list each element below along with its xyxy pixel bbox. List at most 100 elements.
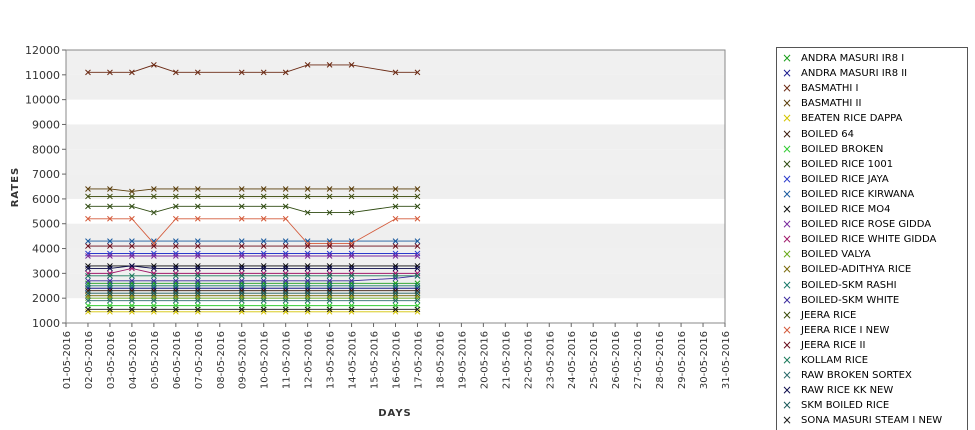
data-point — [260, 287, 267, 294]
data-point — [172, 238, 179, 244]
data-point — [238, 193, 245, 200]
data-point — [392, 287, 399, 294]
data-point — [260, 297, 267, 304]
legend-marker-icon: × — [782, 96, 793, 111]
data-point — [172, 215, 179, 222]
data-point — [85, 295, 91, 302]
data-point — [304, 62, 311, 68]
data-point — [172, 243, 179, 249]
data-point — [238, 280, 245, 287]
data-point — [172, 285, 179, 292]
data-point — [85, 270, 91, 277]
data-point — [260, 253, 267, 259]
legend-item: × BOILED BROKEN — [777, 142, 967, 157]
x-tick-label: 06-05-2016 — [172, 331, 183, 389]
legend-label: BASMATHI II — [801, 98, 862, 110]
series — [85, 253, 421, 259]
data-point — [414, 290, 421, 297]
series — [85, 280, 421, 287]
legend-marker-icon: × — [782, 292, 793, 307]
data-point — [260, 215, 267, 222]
data-point — [282, 295, 289, 302]
data-point — [260, 272, 267, 279]
legend-item: × ANDRA MASURI IR8 II — [777, 66, 967, 81]
series-line — [87, 267, 418, 274]
legend-marker-icon: × — [782, 353, 793, 367]
data-point — [151, 280, 157, 287]
data-point — [85, 243, 91, 249]
x-tick-label: 13-05-2016 — [326, 331, 337, 389]
data-point — [238, 306, 245, 313]
data-point — [326, 297, 333, 304]
legend-label: BOILED RICE ROSE GIDDA — [801, 219, 932, 231]
data-point — [326, 265, 333, 272]
legend-item: × ANDRA MASURI IR8 I — [777, 51, 967, 66]
data-point — [348, 253, 355, 259]
data-point — [282, 306, 289, 313]
data-point — [348, 295, 355, 302]
data-point — [85, 308, 91, 315]
data-point — [282, 292, 289, 299]
legend-marker-icon: × — [782, 322, 793, 337]
data-point — [304, 265, 311, 272]
data-point — [107, 253, 113, 259]
data-point — [172, 272, 179, 279]
data-point — [172, 69, 179, 76]
legend-item: × KOLLAM RICE — [777, 353, 967, 368]
legend-label: BOILED RICE WHITE GIDDA — [801, 234, 937, 246]
legend-label: BOILED-SKM RASHI — [801, 279, 897, 291]
data-point — [326, 253, 333, 259]
data-point — [172, 295, 179, 302]
x-tick-label: 19-05-2016 — [457, 331, 468, 389]
data-point — [260, 186, 267, 192]
x-tick-label: 20-05-2016 — [479, 331, 490, 389]
data-point — [151, 62, 157, 68]
data-point — [107, 292, 113, 299]
data-point — [172, 270, 179, 277]
legend-item: × JEERA RICE II — [777, 338, 967, 353]
data-point — [107, 250, 113, 257]
data-point — [392, 203, 399, 210]
data-point — [414, 243, 421, 249]
data-point — [107, 295, 113, 302]
data-point — [85, 193, 91, 200]
data-point — [238, 308, 245, 315]
data-point — [348, 62, 355, 68]
data-point — [392, 250, 399, 257]
data-point — [392, 272, 399, 279]
data-point — [348, 290, 355, 297]
data-point — [282, 69, 289, 76]
data-point — [414, 272, 421, 279]
data-point — [129, 243, 135, 249]
data-point — [151, 290, 157, 297]
legend-label: JEERA RICE I NEW — [801, 324, 890, 336]
data-point — [304, 306, 311, 313]
series — [85, 62, 421, 76]
data-point — [194, 253, 201, 259]
data-point — [172, 253, 179, 259]
data-point — [194, 308, 201, 315]
data-point — [238, 263, 245, 269]
legend-label: BOILED VALYA — [801, 249, 871, 261]
x-tick-label: 30-05-2016 — [699, 331, 710, 389]
data-point — [326, 308, 333, 315]
grid-band — [66, 50, 725, 75]
series-line — [87, 265, 418, 269]
legend-label: ANDRA MASURI IR8 II — [801, 68, 908, 80]
data-point — [392, 243, 399, 249]
data-point — [282, 277, 289, 284]
data-point — [107, 270, 113, 277]
grid-band — [66, 124, 725, 150]
data-point — [151, 240, 157, 247]
data-point — [282, 238, 289, 244]
grid-band — [66, 74, 725, 100]
legend-label: BEATEN RICE DAPPA — [801, 113, 903, 125]
x-tick-label: 23-05-2016 — [545, 331, 556, 389]
series — [85, 290, 421, 297]
data-point — [238, 69, 245, 76]
data-point — [260, 295, 267, 302]
data-point — [151, 287, 157, 294]
series — [85, 263, 421, 272]
data-point — [85, 263, 91, 269]
x-tick-label: 02-05-2016 — [84, 331, 95, 389]
